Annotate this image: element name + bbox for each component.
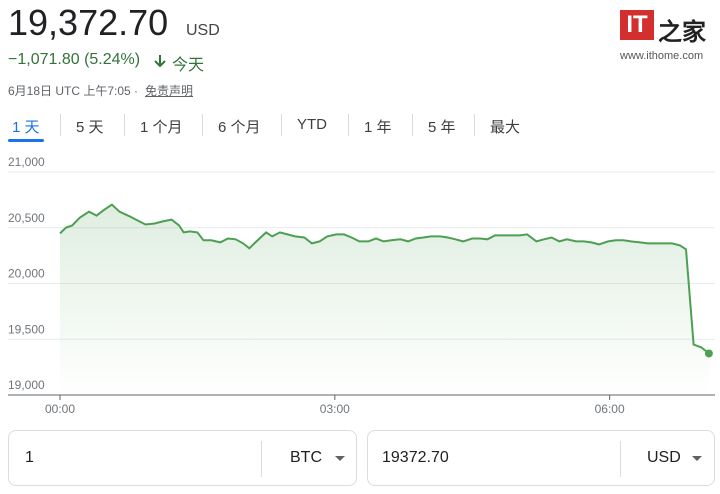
tab-separator	[124, 114, 125, 136]
divider	[620, 441, 621, 477]
result-box[interactable]: 19372.70 USD	[367, 430, 715, 486]
range-tab[interactable]: 5 年	[428, 119, 456, 136]
range-tab[interactable]: 6 个月	[218, 119, 261, 136]
range-tab[interactable]: 1 年	[364, 119, 392, 136]
logo: IT 之家 www.ithome.com	[620, 10, 712, 66]
divider	[261, 441, 262, 477]
price: 19,372.70	[8, 2, 169, 43]
x-tick-label: 06:00	[595, 402, 625, 416]
range-tab[interactable]: 1 天	[12, 119, 40, 136]
range-tab[interactable]: 1 个月	[140, 119, 183, 136]
x-tick-label: 03:00	[320, 402, 350, 416]
tab-separator	[348, 114, 349, 136]
price-line	[59, 203, 710, 355]
period: 今天	[172, 57, 205, 74]
amount-box[interactable]: 1 BTC	[8, 430, 357, 486]
logo-name: 之家	[658, 19, 706, 46]
currency: USD	[186, 22, 220, 39]
range-tab[interactable]: 最大	[490, 119, 521, 136]
area	[60, 204, 709, 395]
from-currency[interactable]: BTC	[290, 449, 322, 466]
dropdown-icon	[335, 456, 345, 461]
timestamp: 6月18日 UTC 上午7:05 ·	[8, 84, 139, 98]
down-arrow	[154, 55, 166, 68]
logo-mark: IT	[620, 10, 654, 40]
amount: 1	[25, 449, 34, 466]
x-tick-label: 00:00	[45, 402, 75, 416]
tab-separator	[281, 114, 282, 136]
last-point	[704, 349, 713, 358]
tab-separator	[412, 114, 413, 136]
change: −1,071.80 (5.24%)	[8, 51, 141, 68]
range-tabs: 1 天 5 天 1 个月 6 个月 YTD 1 年 5 年 最大	[0, 108, 720, 142]
tab-separator	[474, 114, 475, 136]
y-tick-label: 19,000	[8, 378, 45, 392]
y-tick-label: 21,000	[8, 155, 45, 169]
dropdown-icon	[692, 456, 702, 461]
logo-url: www.ithome.com	[620, 50, 704, 62]
y-tick-label: 20,500	[8, 211, 45, 225]
tab-separator	[60, 114, 61, 136]
tab-separator	[202, 114, 203, 136]
y-tick-label: 19,500	[8, 322, 45, 336]
y-tick-label: 20,000	[8, 267, 45, 281]
to-currency[interactable]: USD	[647, 449, 681, 466]
range-tab[interactable]: YTD	[297, 116, 327, 133]
disclaimer[interactable]: 免责声明	[145, 84, 194, 98]
tab-underline	[8, 139, 44, 142]
result: 19372.70	[382, 449, 449, 466]
range-tab[interactable]: 5 天	[76, 119, 104, 136]
